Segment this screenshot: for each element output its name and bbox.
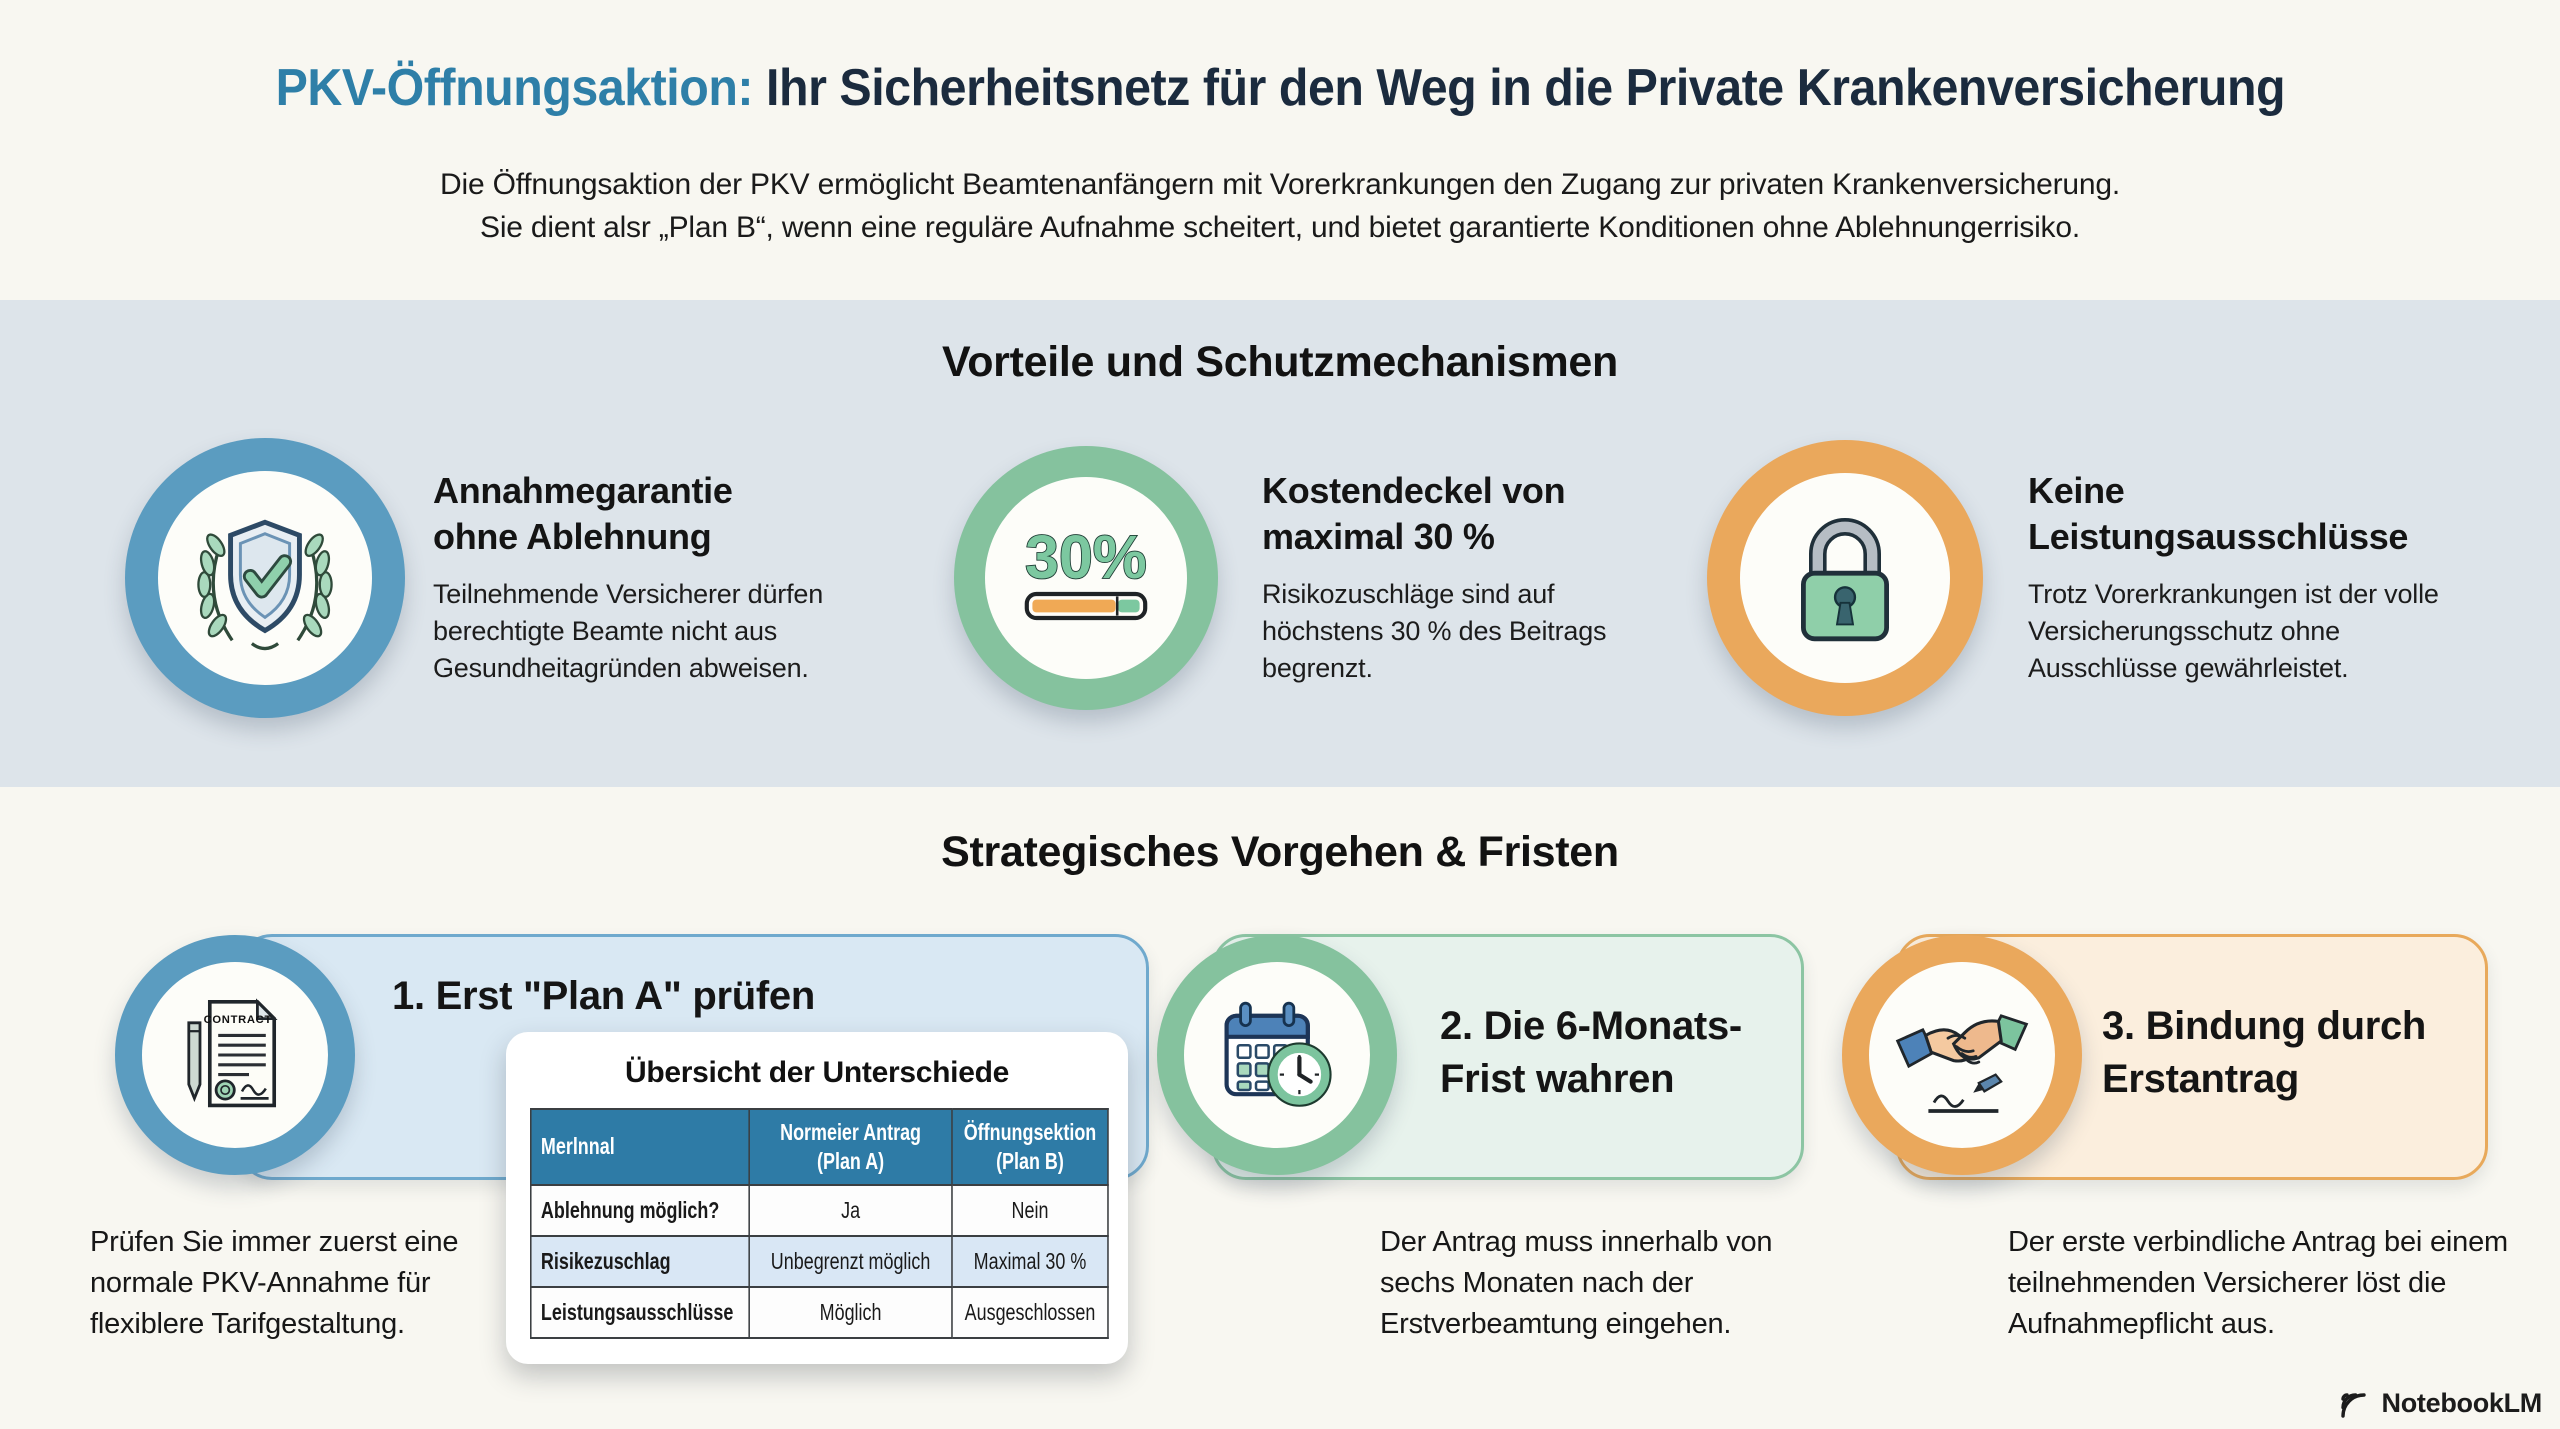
step-title-3: 3. Bindung durch Erstantrag [2102,1000,2426,1106]
table-cell-plan-a: Möglich [748,1285,953,1339]
table-header-feature: Merlnnal [530,1108,750,1186]
strategy-heading: Strategisches Vorgehen & Fristen [941,828,1619,876]
page-title-rest: Ihr Sicherheitsnetz für den Weg in die P… [765,59,2286,117]
page-title: PKV-Öffnungsaktion: Ihr Sicherheitsnetz … [0,58,2560,118]
comparison-table-card: Übersicht der Unterschiede Merlnnal Norm… [506,1032,1128,1364]
30-percent-progress-icon: 30% [1006,498,1166,658]
table-header-row: Merlnnal Normeier Antrag (Plan A) Öffnun… [530,1108,1109,1186]
step-title-2-line2: Frist wahren [1440,1056,1675,1101]
benefit-item-no-exclusions: Keine Leistungsausschlüsse Trotz Vorerkr… [2028,468,2480,687]
notebooklm-brand-text: NotebookLM [2381,1388,2543,1418]
notebooklm-watermark: NotebookLM [2339,1388,2542,1419]
benefit-item-guarantee: Annahmegarantie ohne Ablehnung Teilnehme… [433,468,863,687]
table-row: Risikezuschlag Unbegrenzt möglich Maxima… [530,1234,1109,1288]
benefit-body: Teilnehmende Versicherer dürfen berechti… [433,579,824,684]
table-cell-feature: Risikezuschlag [530,1234,750,1288]
step-circle-3 [1842,935,2082,1175]
step-circle-1: CONTRACT [115,935,355,1175]
benefit-circle-guarantee [125,438,405,718]
30-percent-label: 30% [1025,523,1147,591]
benefit-circle-cap: 30% [954,446,1218,710]
shield-laurel-icon [183,496,347,660]
step-title-1: 1. Erst "Plan A" prüfen [392,974,815,1018]
step-circle-2 [1157,935,1397,1175]
benefit-circle-no-exclusions [1707,440,1983,716]
benefit-body: Risikozuschläge sind auf höchstens 30 % … [1262,579,1607,684]
step-title-3-line2: Erstantrag [2102,1056,2300,1101]
table-cell-plan-a: Unbegrenzt möglich [748,1234,953,1288]
page-title-accent: PKV-Öffnungsaktion: [275,59,753,117]
benefit-title: Kostendeckel von maximal 30 % [1262,470,1566,558]
step-title-2-line1: 2. Die 6-Monats- [1440,1004,1742,1048]
table-header-plan-b: Öffnungsektion (Plan B) [951,1108,1109,1186]
table-row: Leistungsausschlüsse Möglich Ausgeschlos… [530,1285,1109,1339]
step-title-3-line1: 3. Bindung durch [2102,1004,2427,1048]
benefit-body: Trotz Vorerkrankungen ist der volle Vers… [2028,579,2439,684]
table-row: Ablehnung möglich? Ja Nein [530,1183,1109,1237]
table-cell-plan-b: Ausgeschlossen [951,1285,1109,1339]
table-cell-feature: Leistungsausschlüsse [530,1285,750,1339]
notebooklm-logo-icon [2339,1389,2373,1419]
contract-label: CONTRACT [204,1014,272,1026]
comparison-table-title: Übersicht der Unterschiede [625,1056,1009,1089]
table-cell-plan-b: Nein [951,1183,1109,1237]
padlock-icon [1765,498,1925,658]
benefit-title: Keine Leistungsausschlüsse [2028,470,2409,558]
step-description-3: Der erste verbindliche Antrag bei einem … [2008,1226,2508,1341]
table-cell-plan-a: Ja [748,1183,953,1237]
calendar-clock-icon [1207,985,1347,1125]
comparison-table: Merlnnal Normeier Antrag (Plan A) Öffnun… [530,1108,1109,1339]
step-description-2: Der Antrag muss innerhalb von sechs Mona… [1380,1226,1773,1341]
benefits-heading: Vorteile und Schutzmechanismen [942,338,1618,386]
table-cell-plan-b: Maximal 30 % [951,1234,1109,1288]
benefits-band [0,300,2560,787]
step-title-2: 2. Die 6-Monats- Frist wahren [1440,1000,1742,1106]
step-description-1: Prüfen Sie immer zuerst eine normale PKV… [90,1226,459,1341]
subtitle-line-2: Sie dient alsr „Plan B“, wenn eine regul… [480,211,2080,244]
handshake-signature-icon [1892,985,2032,1125]
subtitle-line-1: Die Öffnungsaktion der PKV ermöglicht Be… [440,168,2120,201]
benefit-title: Annahmegarantie ohne Ablehnung [433,470,733,558]
table-header-plan-a: Normeier Antrag (Plan A) [748,1108,953,1186]
table-cell-feature: Ablehnung möglich? [530,1183,750,1237]
contract-pen-icon: CONTRACT [165,985,305,1125]
benefit-item-cap: Kostendeckel von maximal 30 % Risikozusc… [1262,468,1664,687]
